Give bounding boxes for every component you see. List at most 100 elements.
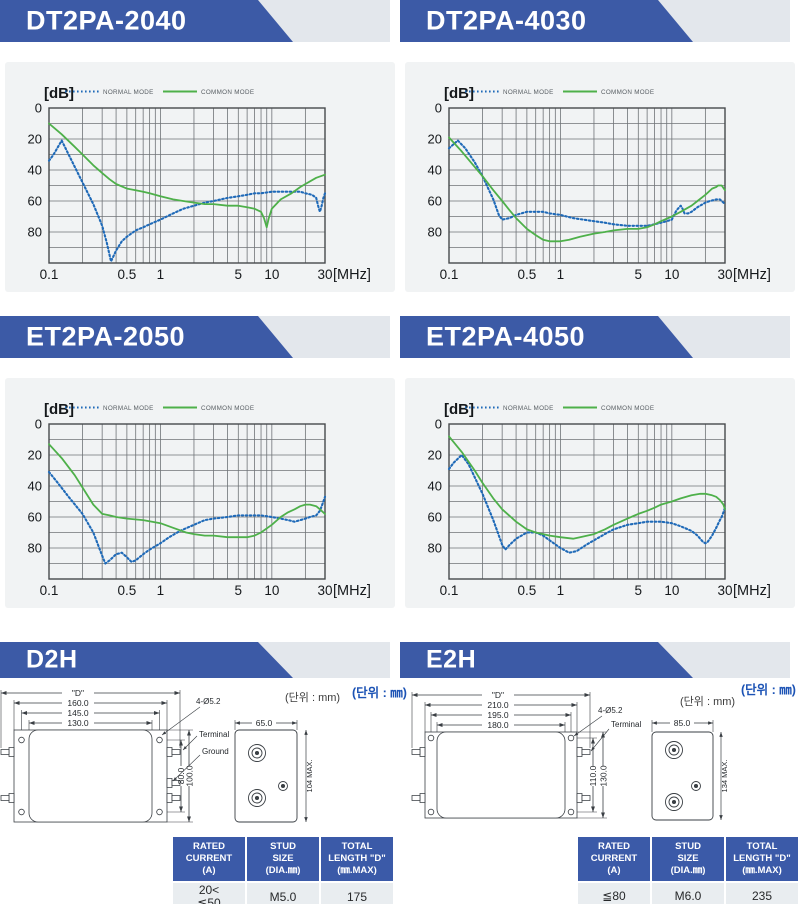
banner-ribbon [400,0,693,42]
normal-mode-curve [447,139,727,227]
x-tick-label: 0.5 [117,583,136,598]
d2h-dim-v-outer-label: 100.0 [185,765,195,787]
x-tick-label: 1 [557,267,565,282]
d2h-technical-drawing: "D" 160.0 145.0 130.0 80.0 100.0 4-Ø5.2 … [0,680,314,836]
x-tick-label: 0.1 [440,267,459,282]
y-tick-label: 60 [428,510,442,525]
x-tick-label: 1 [157,583,165,598]
x-axis-unit-label: [MHz] [333,267,371,283]
legend-label: COMMON MODE [601,89,654,96]
e2h-technical-drawing: "D" 210.0 195.0 180.0 110.0 130.0 4-Ø5.2… [400,680,729,836]
legend-label: NORMAL MODE [103,89,154,96]
x-tick-label: 5 [635,267,643,282]
d2h-col-stud-size: STUD SIZE (DIA.㎜) [247,837,319,881]
d2h-callout-terminal: Terminal [199,730,229,739]
chart-panel-dt2pa-2040: 0 20 40 60 80 0.1 0.5 1 5 10 30 [MHz] [dB] NORMAL MOD… [5,62,395,292]
legend-label: NORMAL MODE [503,89,554,96]
d2h-dim-outer-label: 160.0 [67,698,89,708]
y-tick-label: 40 [28,479,42,494]
e2h-dim-total-label: "D" [492,690,504,700]
e2h-side-labels: 85.0 134 MAX. [674,718,729,792]
legend-label: COMMON MODE [201,89,254,96]
x-axis-unit-label: [MHz] [733,583,771,599]
common-mode-curve [48,122,326,229]
section-title-et2pa-2050: ET2PA-2050 [26,321,186,352]
section-title-d2h: D2H [26,645,78,674]
banner-ribbon [0,0,293,42]
plot-border [448,107,726,264]
section-banner-e2h: E2H [400,642,790,678]
plot-grid [448,423,726,580]
chart-panel-dt2pa-4030: 0 20 40 60 80 0.1 0.5 1 5 10 30 [MHz] [dB] NORMAL MOD… [405,62,795,292]
y-tick-label: 60 [428,194,442,209]
x-tick-label: 10 [664,267,679,282]
x-tick-label: 1 [557,583,565,598]
attenuation-chart-et2pa-2050: 0 20 40 60 80 0.1 0.5 1 5 10 30 [MHz] [dB] NORMAL MOD… [28,401,371,599]
e2h-dim-body-label: 180.0 [487,720,509,730]
section-title-dt2pa-2040: DT2PA-2040 [26,5,187,36]
d2h-total-length-value: 175 [321,882,393,904]
common-mode-curve [448,136,726,243]
x-tick-label: 0.1 [40,583,59,598]
e2h-col-total-length: TOTAL LENGTH "D" (㎜.MAX) [726,837,798,881]
e2h-dim-v-inner-label: 110.0 [588,765,598,786]
legend-label: COMMON MODE [601,405,654,412]
y-tick-label: 80 [428,225,442,240]
normal-mode-curve [47,470,327,565]
y-tick-label: 80 [28,225,42,240]
y-tick-label: 20 [428,448,442,463]
chart-panel-et2pa-2050: 0 20 40 60 80 0.1 0.5 1 5 10 30 [MHz] [dB] NORMAL MOD… [5,378,395,608]
d2h-spec-row: 20< ≦50 M5.0 175 [173,882,393,904]
x-tick-label: 0.1 [440,583,459,598]
y-tick-label: 0 [35,417,42,432]
d2h-dim-holes-label: 145.0 [67,708,89,718]
x-tick-label: 30 [717,267,732,282]
banner-ribbon [400,642,693,678]
x-tick-label: 5 [235,267,243,282]
section-title-dt2pa-4030: DT2PA-4030 [426,5,587,36]
section-title-e2h: E2H [426,645,477,674]
x-tick-label: 1 [157,267,165,282]
e2h-dim-holes-label: 195.0 [487,710,509,720]
attenuation-chart-dt2pa-4030: 0 20 40 60 80 0.1 0.5 1 5 10 30 [MHz] [dB] NORMAL MOD… [428,85,771,283]
plot-border [48,423,326,580]
d2h-side-labels: 65.0 104 MAX. [256,718,314,792]
x-tick-label: 30 [717,583,732,598]
section-banner-dt2pa-2040: DT2PA-2040 [0,0,390,42]
e2h-side-height-label: 134 MAX. [720,760,729,793]
d2h-dim-v-inner-label: 80.0 [176,767,186,784]
y-tick-label: 20 [28,132,42,147]
d2h-unit-note: (단위 : mm) [285,692,341,704]
x-tick-label: 10 [264,583,279,598]
e2h-callout-terminal: Terminal [611,720,641,729]
e2h-front-labels: "D" 210.0 195.0 180.0 110.0 130.0 4-Ø5.2… [487,690,641,787]
x-tick-label: 0.1 [40,267,59,282]
d2h-side-width-label: 65.0 [256,718,273,728]
e2h-side-width-label: 85.0 [674,718,691,728]
d2h-col-rated-current: RATED CURRENT (A) [173,837,245,881]
common-mode-curve [448,435,726,540]
e2h-rated-current-value: ≦80 [578,882,650,904]
d2h-dim-body-label: 130.0 [67,718,89,728]
x-tick-label: 10 [264,267,279,282]
x-tick-label: 30 [317,583,332,598]
section-banner-et2pa-2050: ET2PA-2050 [0,316,390,358]
e2h-dim-outer-label: 210.0 [487,700,509,710]
y-axis-unit-label: [dB] [44,401,74,418]
y-tick-label: 20 [428,132,442,147]
section-banner-dt2pa-4030: DT2PA-4030 [400,0,790,42]
y-tick-label: 20 [28,448,42,463]
banner-ribbon [0,316,293,358]
y-tick-label: 40 [428,479,442,494]
attenuation-chart-dt2pa-2040: 0 20 40 60 80 0.1 0.5 1 5 10 30 [MHz] [dB] NORMAL MOD… [28,85,371,283]
y-tick-label: 0 [35,101,42,116]
e2h-unit-note: (단위 : mm) [680,696,736,708]
x-tick-label: 0.5 [117,267,136,282]
d2h-side-height-label: 104 MAX. [305,760,314,793]
x-tick-label: 5 [235,583,243,598]
plot-grid [48,107,326,264]
e2h-spec-table: RATED CURRENT (A) STUD SIZE (DIA.㎜) TOTA… [576,835,800,904]
d2h-side-view [235,720,308,823]
e2h-side-view [652,720,723,821]
y-tick-label: 0 [435,417,442,432]
